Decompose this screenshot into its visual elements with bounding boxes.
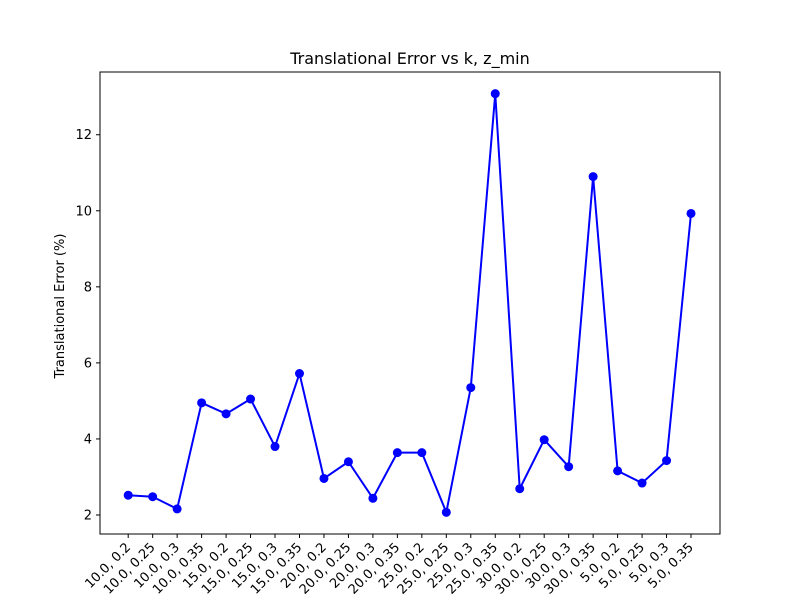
data-point (466, 383, 476, 393)
data-point (637, 478, 647, 488)
y-tick-label: 6 (84, 356, 92, 371)
data-point (123, 490, 133, 500)
plot-area (123, 89, 696, 517)
data-point (564, 462, 574, 472)
y-axis-label: Translational Error (%) (53, 234, 68, 380)
y-tick-label: 4 (84, 432, 92, 447)
data-point (662, 456, 672, 466)
data-point (515, 484, 525, 494)
y-tick-label: 12 (75, 128, 92, 143)
y-tick-label: 8 (84, 280, 92, 295)
data-point (246, 394, 256, 404)
data-point (343, 457, 353, 467)
data-point (319, 473, 329, 483)
data-point (172, 504, 182, 514)
chart-title: Translational Error vs k, z_min (289, 49, 530, 69)
data-point (221, 409, 231, 419)
data-point (294, 369, 304, 379)
data-point (613, 466, 623, 476)
data-point (588, 172, 598, 182)
data-point (270, 442, 280, 452)
data-point (368, 493, 378, 503)
y-tick-label: 10 (75, 204, 92, 219)
data-point (417, 448, 427, 458)
data-point (686, 208, 696, 218)
data-point (392, 448, 402, 458)
data-point (539, 435, 549, 445)
data-point (441, 507, 451, 517)
plot-frame (99, 71, 721, 535)
data-point (490, 89, 500, 99)
y-axis-ticks: 2 4 6 8 10 12 (75, 128, 100, 523)
y-tick-label: 2 (84, 508, 92, 523)
data-point (148, 492, 158, 502)
data-point (197, 398, 207, 408)
